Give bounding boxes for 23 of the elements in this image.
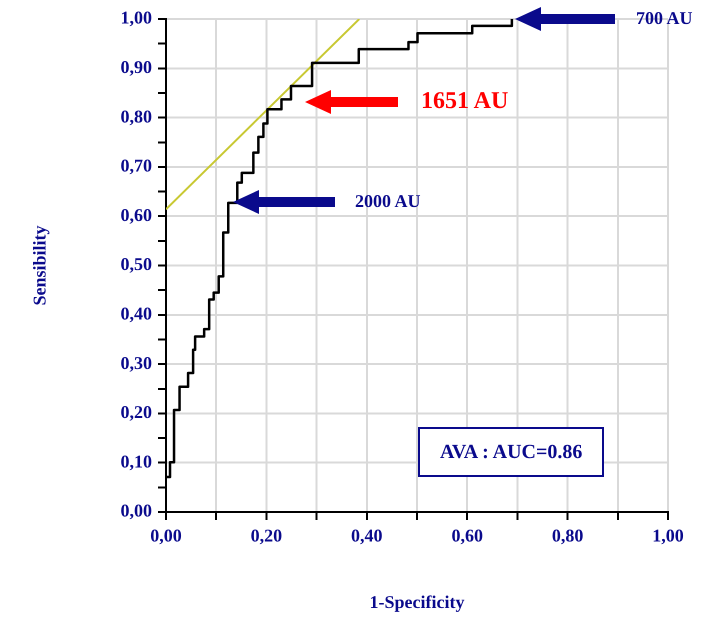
annotation: 1651 AU bbox=[421, 88, 508, 114]
y-axis-title: Sensibility bbox=[29, 225, 50, 306]
annotation: 700 AU bbox=[636, 8, 693, 28]
y-tick-label: 0,10 bbox=[120, 451, 152, 472]
x-tick-label: 0,40 bbox=[351, 525, 383, 546]
y-tick-label: 0,40 bbox=[120, 303, 152, 324]
y-tick-label: 0,70 bbox=[120, 156, 152, 176]
y-tick-label: 0,00 bbox=[120, 500, 152, 521]
x-tick-label: 0,00 bbox=[150, 525, 182, 546]
x-axis-title: 1-Specificity bbox=[370, 592, 464, 612]
x-tick-label: 1,00 bbox=[652, 525, 684, 546]
x-tick-label: 0,80 bbox=[552, 525, 584, 546]
y-tick-label: 0,30 bbox=[120, 352, 152, 373]
y-tick-label: 0,60 bbox=[120, 204, 152, 225]
x-tick-label: 0,60 bbox=[451, 525, 483, 546]
annotation: 2000 AU bbox=[355, 191, 421, 211]
annotation: AVA : AUC=0.86 bbox=[418, 427, 604, 477]
y-tick-label: 0,50 bbox=[120, 254, 152, 274]
y-tick-label: 0,80 bbox=[120, 106, 152, 126]
y-tick-label: 0,90 bbox=[120, 56, 152, 77]
y-tick-label: 0,20 bbox=[120, 402, 152, 422]
y-tick-label: 1,00 bbox=[120, 8, 152, 28]
x-tick-label: 0,20 bbox=[250, 525, 282, 546]
